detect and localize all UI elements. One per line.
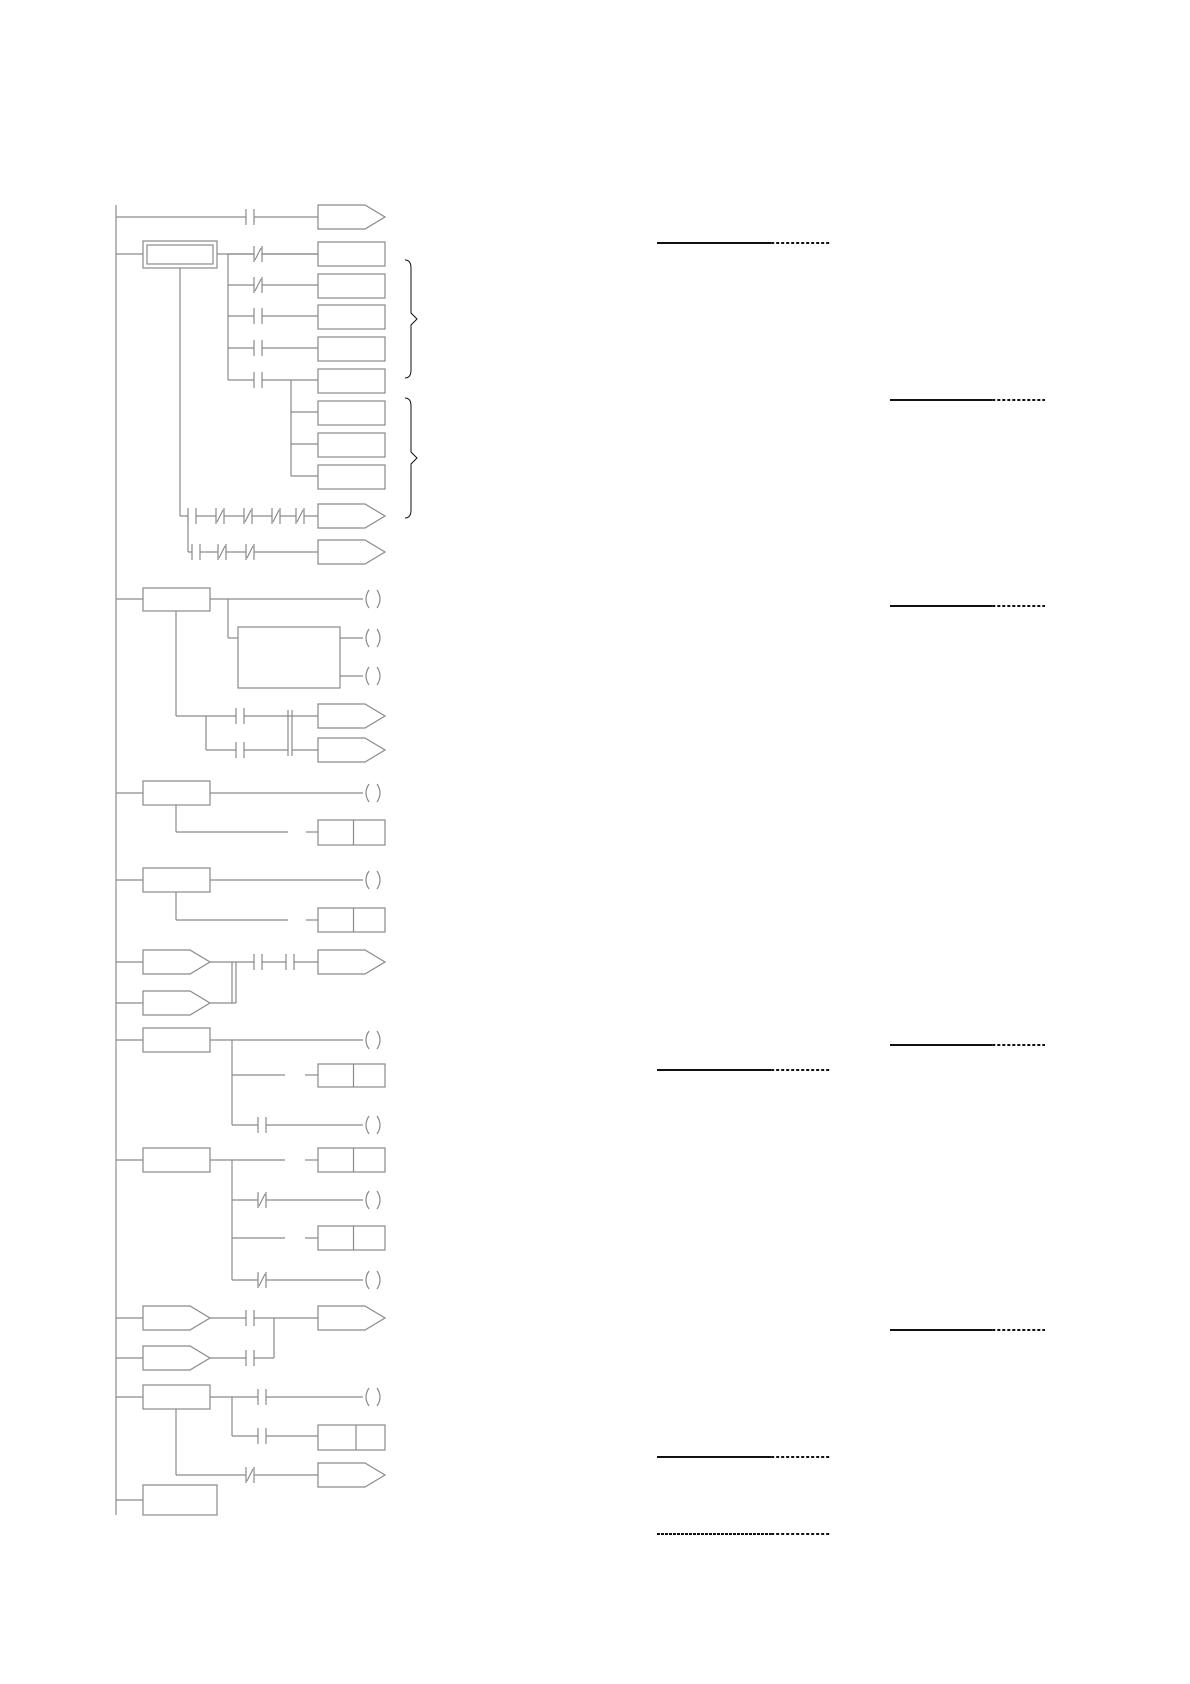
contact-nc-slash [254,278,262,292]
coil-gap [363,1115,383,1135]
output-block [317,336,386,362]
output-connector [317,539,387,565]
contact-gap [254,308,262,324]
function-block [142,1384,211,1410]
coil-gap [363,1387,383,1407]
coil-icon [365,1030,381,1050]
contact-nc-slash [244,509,252,523]
data-block [317,907,386,933]
function-block [142,867,211,893]
output-block [317,273,386,299]
contact-gap [192,544,200,560]
contact-nc-slash [218,545,226,559]
coil-gap [363,1030,383,1050]
function-block [142,587,211,612]
function-block [146,244,214,265]
contact-gap [236,742,244,758]
coil-icon [365,589,381,609]
coil-icon [365,1190,381,1210]
output-connector [317,1305,387,1331]
coil-icon [365,1387,381,1407]
output-block [317,400,386,426]
contact-gap [236,708,244,724]
output-connector [317,949,387,975]
output-connector [317,503,387,529]
output-connector [317,737,387,763]
output-connector [142,1305,212,1331]
output-connector [142,949,212,975]
contact-nc-slash [246,1468,254,1482]
output-connector [142,1345,212,1371]
data-block [317,1063,386,1088]
contact-nc-slash [254,247,262,261]
brace [404,397,418,519]
contact-gap [254,954,262,970]
contact-gap [246,1350,254,1366]
coil-gap [363,666,383,686]
function-block [142,780,211,806]
data-block [317,819,386,846]
coil-gap [363,628,383,648]
brace [404,259,418,379]
coil-icon [365,1115,381,1135]
output-connector [317,703,387,729]
contact-nc-slash [272,509,280,523]
coil-gap [363,589,383,609]
contact-gap [254,372,262,388]
output-block [317,304,386,330]
contact-gap [188,508,196,524]
contact-nc-slash [258,1193,266,1207]
coil-gap [363,1270,383,1290]
output-block [317,241,386,267]
function-block [237,626,341,689]
output-block [317,464,386,490]
contact-nc-slash [246,545,254,559]
output-connector [317,204,387,230]
coil-icon [365,628,381,648]
output-connector [317,1462,387,1488]
coil-icon [365,870,381,890]
coil-icon [365,1270,381,1290]
output-block [317,432,386,458]
coil-icon [365,666,381,686]
coil-gap [363,783,383,803]
contact-gap [258,1117,266,1133]
contact-gap [246,209,254,225]
contact-gap [258,1428,266,1444]
output-block [317,368,386,394]
contact-nc-slash [296,509,304,523]
contact-nc-slash [258,1273,266,1287]
contact-gap [258,1389,266,1405]
data-block [317,1147,386,1173]
data-block [317,1225,386,1251]
contact-gap [286,954,294,970]
coil-gap [363,1190,383,1210]
data-block [317,1424,386,1451]
contact-nc-slash [216,509,224,523]
contact-gap [254,340,262,356]
coil-icon [365,783,381,803]
function-block [142,1484,218,1516]
function-block [142,1147,211,1173]
function-block [142,1027,211,1053]
contact-gap [246,1310,254,1326]
output-connector [142,990,212,1016]
coil-gap [363,870,383,890]
